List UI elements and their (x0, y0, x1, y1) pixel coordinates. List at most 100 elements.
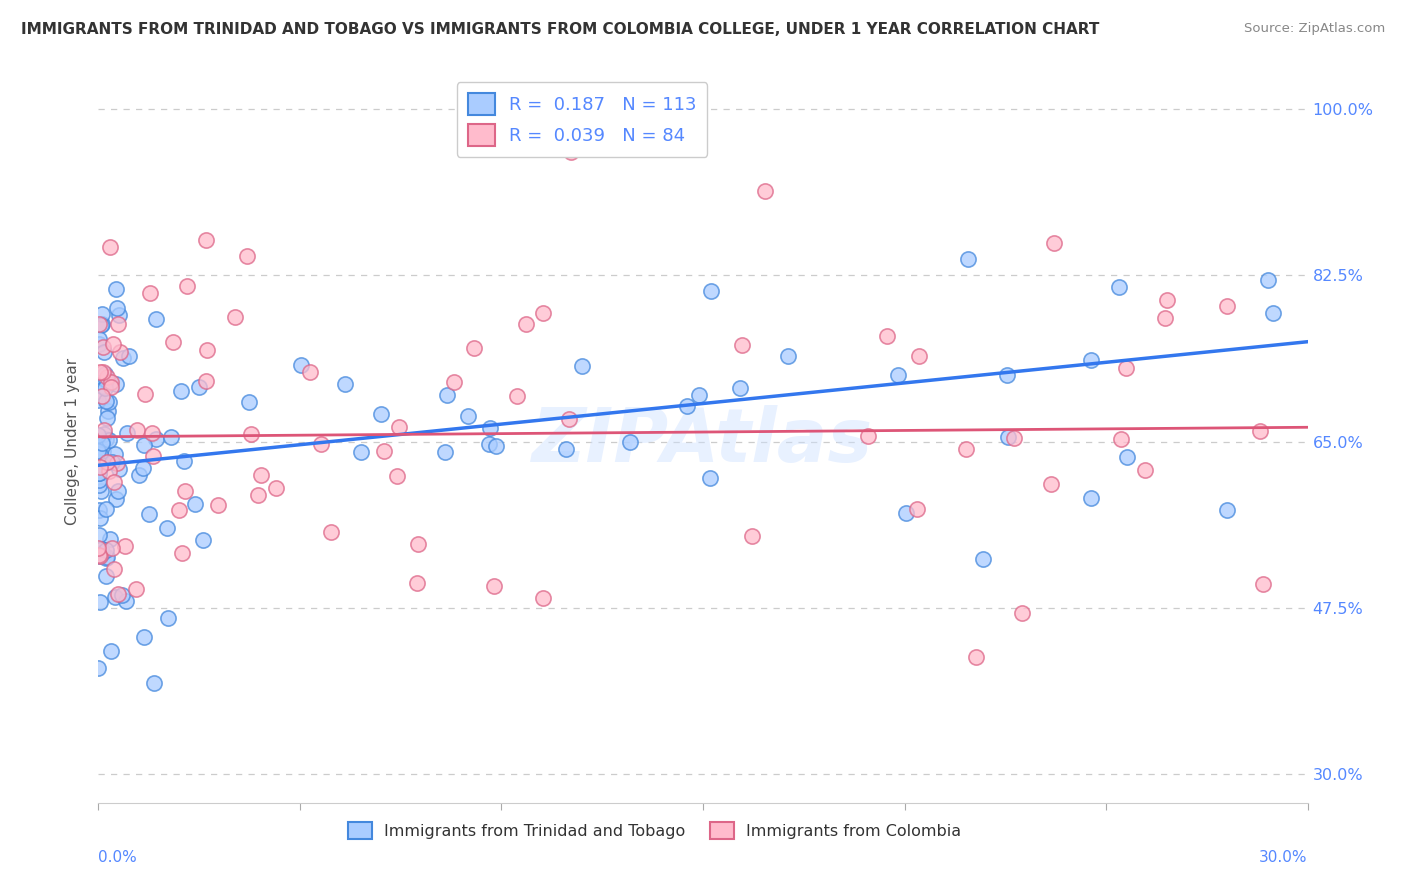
Point (1040, 477, 1063, 491)
Point (170, 384, 193, 399)
Point (87, 454, 110, 468)
Point (96, 373, 118, 387)
Point (115, 594, 138, 608)
Point (997, 430, 1019, 444)
Point (90, 541, 112, 556)
Point (754, 185, 776, 199)
Point (876, 328, 898, 343)
Point (184, 497, 207, 511)
Point (141, 425, 163, 440)
Point (87, 549, 110, 564)
Point (105, 492, 128, 507)
Point (117, 425, 139, 440)
Point (107, 586, 129, 600)
Point (98, 395, 121, 409)
Point (238, 394, 260, 409)
Point (112, 351, 135, 365)
Point (905, 501, 928, 516)
Point (87, 333, 110, 347)
Point (93, 345, 115, 359)
Point (1043, 236, 1066, 251)
Point (997, 368, 1019, 382)
Point (93, 423, 115, 437)
Point (406, 537, 429, 551)
Point (91, 317, 114, 331)
Legend: Immigrants from Trinidad and Tobago, Immigrants from Colombia: Immigrants from Trinidad and Tobago, Imm… (342, 816, 967, 846)
Point (195, 343, 218, 357)
Point (107, 483, 129, 498)
Point (91, 444, 114, 458)
Point (96, 455, 118, 469)
Point (90, 546, 112, 560)
Point (1108, 279, 1130, 293)
Point (194, 375, 217, 389)
Point (731, 338, 754, 352)
Point (90, 318, 112, 332)
Point (117, 349, 139, 363)
Point (1263, 306, 1285, 320)
Point (1216, 299, 1239, 313)
Point (87, 502, 110, 516)
Point (554, 442, 576, 456)
Point (96, 411, 118, 425)
Point (100, 379, 122, 393)
Point (675, 399, 697, 413)
Point (134, 387, 156, 401)
Point (91, 365, 114, 379)
Point (700, 284, 723, 298)
Point (87, 527, 110, 541)
Point (1133, 463, 1156, 477)
Point (1080, 353, 1102, 368)
Point (443, 375, 465, 389)
Point (100, 643, 122, 657)
Point (145, 432, 167, 446)
Point (485, 439, 508, 453)
Point (235, 248, 257, 262)
Point (138, 507, 160, 521)
Point (955, 442, 977, 457)
Point (207, 498, 229, 512)
Point (972, 552, 994, 566)
Point (87, 384, 110, 398)
Point (87, 427, 110, 442)
Point (90, 435, 112, 450)
Point (91, 340, 114, 354)
Point (105, 282, 128, 296)
Point (105, 456, 128, 470)
Point (89, 595, 111, 609)
Point (478, 437, 501, 451)
Point (728, 381, 751, 395)
Point (108, 462, 131, 476)
Point (1251, 577, 1274, 591)
Point (94, 394, 117, 409)
Point (87, 393, 110, 408)
Point (98, 376, 121, 390)
Point (298, 366, 321, 380)
Point (965, 649, 987, 664)
Point (96, 370, 118, 384)
Point (96, 432, 118, 446)
Point (162, 334, 184, 349)
Text: ZIPAtlas: ZIPAtlas (533, 405, 873, 478)
Point (91, 458, 114, 472)
Point (908, 349, 931, 363)
Point (264, 481, 287, 495)
Point (94, 367, 117, 381)
Point (560, 145, 582, 160)
Point (515, 317, 537, 331)
Point (104, 377, 127, 392)
Point (335, 377, 357, 392)
Point (159, 430, 181, 444)
Point (321, 524, 343, 539)
Point (89, 365, 111, 379)
Point (167, 502, 190, 516)
Point (1216, 503, 1239, 517)
Point (191, 533, 214, 547)
Point (1115, 361, 1137, 376)
Point (1249, 425, 1271, 439)
Point (688, 388, 710, 402)
Point (388, 420, 411, 434)
Point (87, 317, 110, 331)
Point (571, 359, 593, 374)
Point (87, 661, 110, 675)
